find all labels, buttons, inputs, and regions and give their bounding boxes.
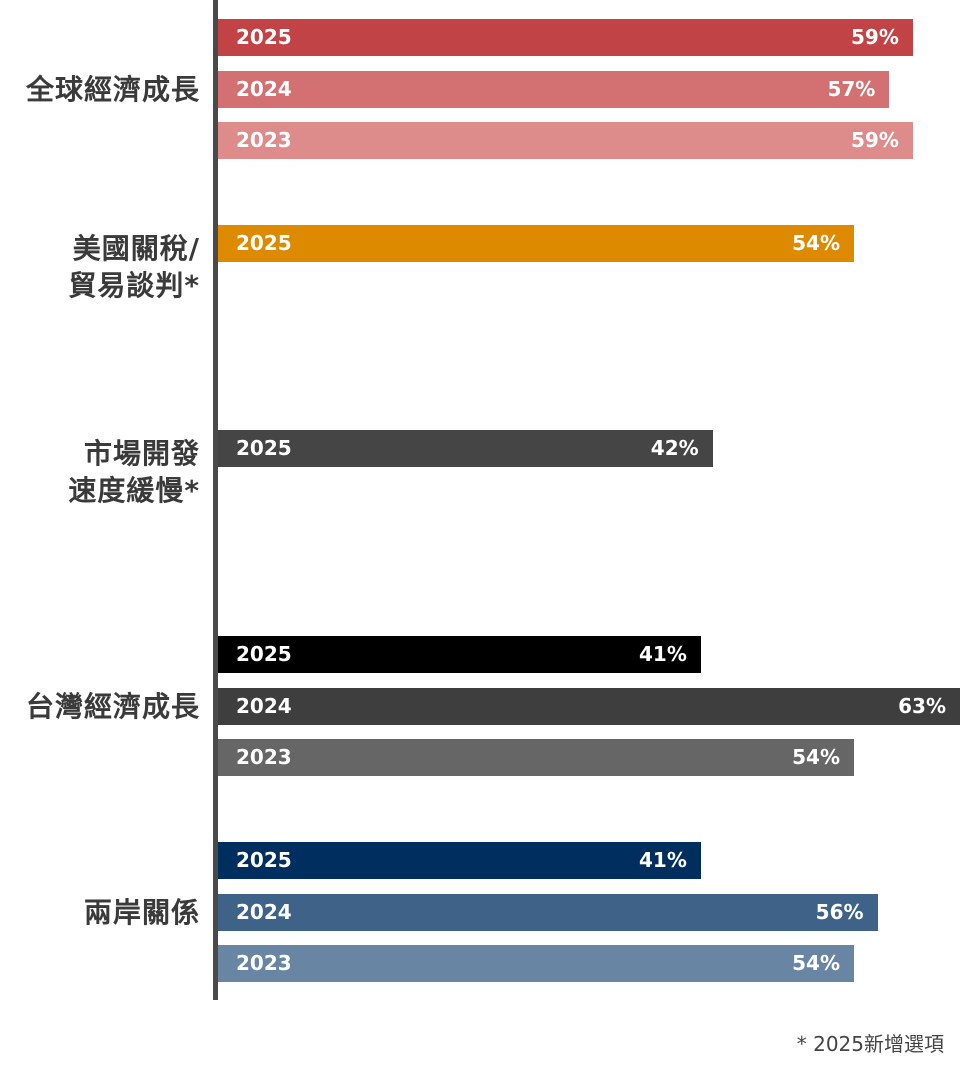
bar-year-label: 2023 (236, 745, 292, 769)
bar-year-label: 2024 (236, 899, 292, 924)
bar-year-label: 2025 (236, 848, 292, 872)
category-label-line: 速度緩慢* (68, 474, 200, 507)
bar-year-label: 2025 (236, 436, 292, 460)
bar-4-2023: 2023 54% (218, 739, 854, 776)
bar-value-label: 57% (827, 76, 876, 101)
bar-1-2025: 2025 59% (218, 19, 913, 56)
bar-1-2024: 2024 57% (218, 70, 890, 108)
bar-value-label: 41% (639, 642, 687, 666)
bar-value-label: 41% (639, 848, 687, 872)
category-label-line: 全球經濟成長 (25, 72, 200, 106)
bar-1-2023: 2023 59% (218, 122, 913, 159)
category-axis-line (213, 0, 218, 1000)
bar-2-2025: 2025 54% (218, 225, 854, 262)
bar-4-2025: 2025 41% (218, 636, 701, 673)
bar-5-2025: 2025 41% (218, 842, 701, 879)
bar-value-label: 63% (898, 693, 946, 718)
bar-value-label: 54% (792, 745, 840, 769)
category-label-2: 美國關稅/貿易談判* (0, 230, 200, 304)
category-label-line: 美國關稅/ (72, 232, 200, 265)
bar-value-label: 59% (851, 25, 899, 49)
category-label-5: 兩岸關係 (0, 894, 200, 931)
bar-year-label: 2023 (236, 128, 292, 152)
category-label-line: 兩岸關係 (83, 895, 200, 929)
category-label-4: 台灣經濟成長 (0, 688, 200, 725)
category-label-1: 全球經濟成長 (0, 71, 200, 108)
bar-5-2023: 2023 54% (218, 945, 854, 982)
bar-year-label: 2025 (236, 642, 292, 666)
bar-year-label: 2025 (236, 231, 292, 255)
bar-value-label: 54% (792, 951, 840, 975)
bar-year-label: 2024 (236, 76, 292, 101)
bar-value-label: 42% (650, 436, 699, 460)
bar-3-2025: 2025 42% (218, 430, 713, 467)
category-label-3: 市場開發速度緩慢* (0, 435, 200, 509)
bar-4-2024: 2024 63% (218, 687, 960, 725)
category-label-line: 貿易談判* (68, 269, 200, 302)
bar-year-label: 2023 (236, 951, 292, 975)
category-label-line: 台灣經濟成長 (25, 689, 200, 723)
bar-year-label: 2025 (236, 25, 292, 49)
bar-5-2024: 2024 56% (218, 893, 878, 931)
footnote: * 2025新增選項 (796, 1032, 944, 1056)
category-label-line: 市場開發 (83, 437, 200, 470)
bar-value-label: 54% (792, 231, 840, 255)
bar-value-label: 56% (815, 899, 864, 924)
bar-year-label: 2024 (236, 693, 292, 718)
bar-value-label: 59% (851, 128, 899, 152)
